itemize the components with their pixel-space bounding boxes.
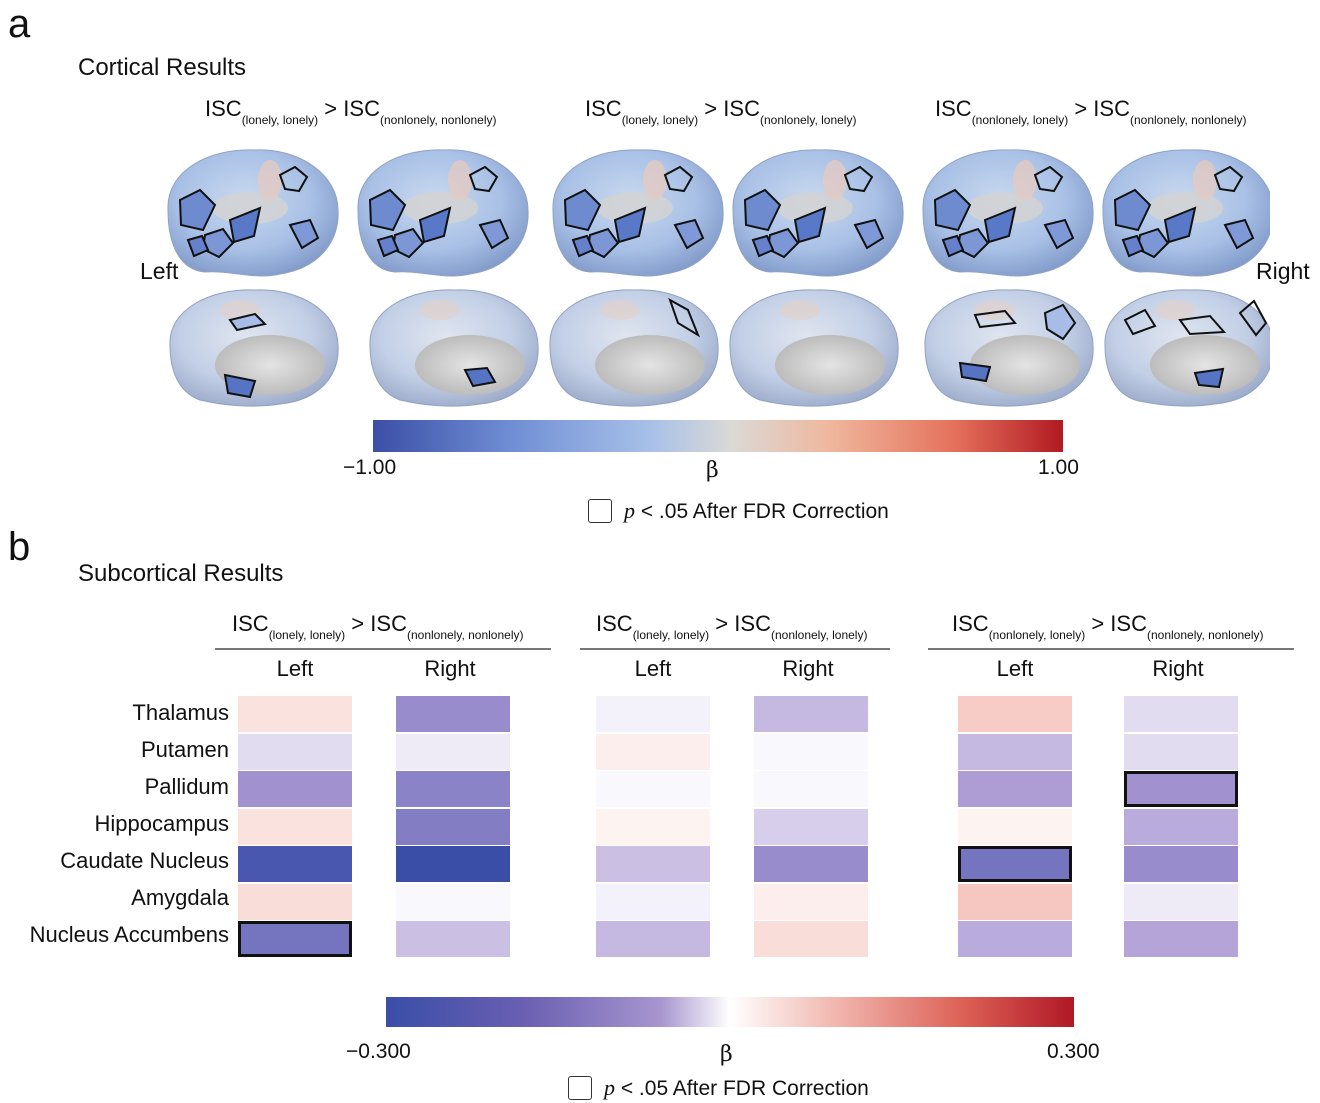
heatmap-cell <box>754 696 868 732</box>
cortical-colorbar-min: −1.00 <box>343 456 397 479</box>
heatmap-cell <box>596 846 710 882</box>
col-head-c3-right: Right <box>1152 656 1204 681</box>
panel-a-contrast-3: ISC(nonlonely, lonely) > ISC(nonlonely, … <box>935 96 1247 127</box>
heatmap-cell <box>958 883 1072 920</box>
heatmap-cell <box>1124 771 1238 807</box>
heatmap-cell <box>958 808 1072 845</box>
col-head-c1-left: Left <box>276 656 314 681</box>
panel-b-title: Subcortical Results <box>78 560 284 587</box>
heatmap-cell <box>596 921 710 957</box>
heatmap-cell <box>1124 696 1238 732</box>
heatmap-cell <box>958 921 1072 957</box>
col-head-c2-right: Right <box>782 656 834 681</box>
heatmap-cell <box>958 733 1072 770</box>
heatmap-cell <box>238 733 352 770</box>
heatmap-cell <box>396 883 510 920</box>
col-head-c3-left: Left <box>996 656 1034 681</box>
cortical-colorbar <box>373 420 1063 452</box>
heatmap-cell <box>596 883 710 920</box>
left-hemisphere-label: Left <box>140 258 179 284</box>
heatmap-cell <box>596 733 710 770</box>
heatmap-cell <box>1124 883 1238 920</box>
cortical-fdr-legend: p < .05 After FDR Correction <box>588 498 889 524</box>
panel-b-letter: b <box>8 525 31 569</box>
heatmap-cell <box>238 808 352 845</box>
heatmap-cell <box>1124 733 1238 770</box>
cortical-colorbar-label: β <box>706 458 719 483</box>
row-label-hippocampus: Hippocampus <box>94 811 229 836</box>
heatmap-cell <box>238 696 352 732</box>
heatmap-cell <box>396 846 510 882</box>
heatmap-cell <box>754 808 868 845</box>
panel-a-contrast-2: ISC(lonely, lonely) > ISC(nonlonely, lon… <box>585 96 857 127</box>
heatmap-cell <box>596 808 710 845</box>
heatmap-cell <box>958 771 1072 807</box>
row-label-putamen: Putamen <box>140 737 229 762</box>
heatmap-cell <box>238 771 352 807</box>
subcortical-fdr-legend: p < .05 After FDR Correction <box>568 1075 869 1101</box>
heatmap-cell <box>396 771 510 807</box>
subcortical-colorbar <box>386 997 1074 1027</box>
heatmap-cell <box>754 846 868 882</box>
panel-b-contrast-2: ISC(lonely, lonely) > ISC(nonlonely, lon… <box>596 611 868 642</box>
contrast-3-divider <box>928 648 1294 650</box>
heatmap-cell <box>238 921 352 957</box>
subcortical-colorbar-max: 0.300 <box>1047 1040 1100 1063</box>
heatmap-cell <box>596 696 710 732</box>
panel-b-contrast-1: ISC(lonely, lonely) > ISC(nonlonely, non… <box>232 611 524 642</box>
heatmap-cell <box>396 696 510 732</box>
heatmap-cell <box>958 696 1072 732</box>
heatmap-cell <box>1124 808 1238 845</box>
contrast-2-divider <box>580 648 890 650</box>
heatmap-cell <box>238 883 352 920</box>
col-head-c1-right: Right <box>424 656 476 681</box>
contrast-1-divider <box>215 648 551 650</box>
heatmap-cell <box>754 733 868 770</box>
subcortical-colorbar-min: −0.300 <box>346 1040 411 1063</box>
heatmap-cell <box>754 921 868 957</box>
heatmap-cell <box>754 883 868 920</box>
panel-a-title: Cortical Results <box>78 54 247 81</box>
heatmap-cell <box>396 733 510 770</box>
cortical-brain-maps <box>166 148 1270 407</box>
row-label-amygdala: Amygdala <box>131 885 229 910</box>
heatmap-cell <box>596 771 710 807</box>
cortical-colorbar-max: 1.00 <box>1038 456 1079 479</box>
heatmap-cell <box>396 808 510 845</box>
heatmap-cell <box>754 771 868 807</box>
fdr-legend-box-icon <box>568 1076 592 1100</box>
right-hemisphere-label: Right <box>1256 258 1310 284</box>
heatmap-cell <box>238 846 352 882</box>
panel-a-contrast-1: ISC(lonely, lonely) > ISC(nonlonely, non… <box>205 96 497 127</box>
row-label-nucleus-accumbens: Nucleus Accumbens <box>29 922 229 947</box>
heatmap-cell <box>1124 921 1238 957</box>
heatmap-cell <box>1124 846 1238 882</box>
fdr-legend-box-icon <box>588 499 612 523</box>
row-label-thalamus: Thalamus <box>132 700 229 725</box>
row-label-pallidum: Pallidum <box>144 774 229 799</box>
panel-b-contrast-3: ISC(nonlonely, lonely) > ISC(nonlonely, … <box>952 611 1264 642</box>
subcortical-colorbar-label: β <box>720 1042 733 1067</box>
heatmap-cell <box>396 921 510 957</box>
col-head-c2-left: Left <box>634 656 672 681</box>
heatmap-cell <box>958 846 1072 882</box>
row-label-caudate-nucleus: Caudate Nucleus <box>60 848 229 873</box>
panel-a-letter: a <box>8 2 31 46</box>
